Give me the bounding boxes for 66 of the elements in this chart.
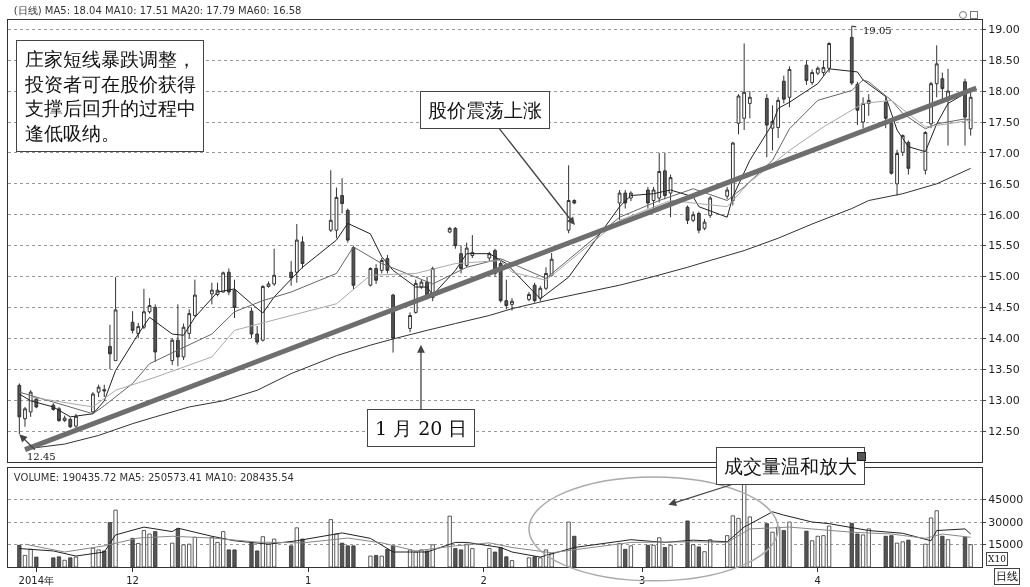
annotation: 庄家短线暴跌调整，投资者可在股价获得支撑后回升的过程中逢低吸纳。 [24,48,196,145]
line-series [24,526,972,554]
candlestick [176,303,180,367]
y-tick-label: 18.50 [988,54,1020,68]
candlestick [368,266,373,287]
candlestick [408,311,412,333]
candlestick [968,90,973,137]
candlestick [827,41,831,74]
candlestick [861,96,865,129]
candlestick [340,177,344,214]
y-tick-label: 16.00 [988,208,1020,222]
y-tick-label: 15.50 [988,239,1020,253]
y-tick-label: 12.50 [988,424,1020,438]
candlestick [804,59,809,86]
y-tick-label: 15.00 [988,270,1020,284]
candlestick [747,90,752,119]
candlestick [810,68,814,86]
y-tick-label: 45000 [988,493,1024,507]
annotation: 19.05 [863,25,892,36]
y-tick-label: 17.50 [988,115,1020,129]
annotation: 股价震荡上涨 [428,99,542,121]
candlestick [108,324,112,370]
y-tick-label: 17.00 [988,146,1020,160]
candlestick [883,96,888,129]
x-tick-label: 4 [814,575,821,586]
x-tick-label: 2014年 [18,575,55,586]
y-tick-label: 18.00 [988,84,1020,98]
candlestick [23,406,27,428]
candlestick [668,174,673,218]
y-tick-label: 13.50 [988,363,1020,377]
x-tick-label: 2 [480,575,487,586]
text: 日线 [996,570,1018,583]
candlestick [17,382,22,435]
y-tick-label: 14.00 [988,332,1020,346]
candlestick [113,276,118,362]
y-tick-label: 15000 [988,538,1024,552]
chart-title: (日线) MA5: 18.04 MA10: 17.51 MA20: 17.79 MA60: 16.58 [13,4,302,16]
candlestick [923,130,928,176]
candlestick [510,297,514,312]
candlestick [345,208,350,244]
candlestick [74,413,78,429]
annotation: 成交量温和放大 [724,455,857,477]
y-tick-label: 13.00 [988,394,1020,408]
y-tick-label: 14.50 [988,301,1020,315]
candlestick [91,391,95,415]
annotation: 1 月 20 日 [375,417,468,439]
annotation: 12.45 [27,451,56,462]
candlestick [289,260,294,287]
candlestick [192,279,197,318]
text: X10 [988,554,1007,564]
candlestick [889,121,894,176]
x-tick-label: 1 [304,575,312,586]
chart-title: VOLUME: 190435.72 MA5: 250573.41 MA10: 208435.54 [13,472,294,483]
y-tick-label: 19.00 [988,23,1020,37]
candlestick [170,337,175,366]
y-tick-label: 30000 [988,515,1024,529]
x-tick-label: 12 [126,575,139,586]
line-series [18,511,972,558]
candlestick [725,186,730,200]
candlestick [351,245,356,290]
candlestick [142,288,146,330]
candlestick [646,186,650,210]
candlestick [849,25,854,86]
candlestick [527,291,531,302]
y-tick-label: 16.50 [988,177,1020,191]
candlestick [663,152,667,200]
